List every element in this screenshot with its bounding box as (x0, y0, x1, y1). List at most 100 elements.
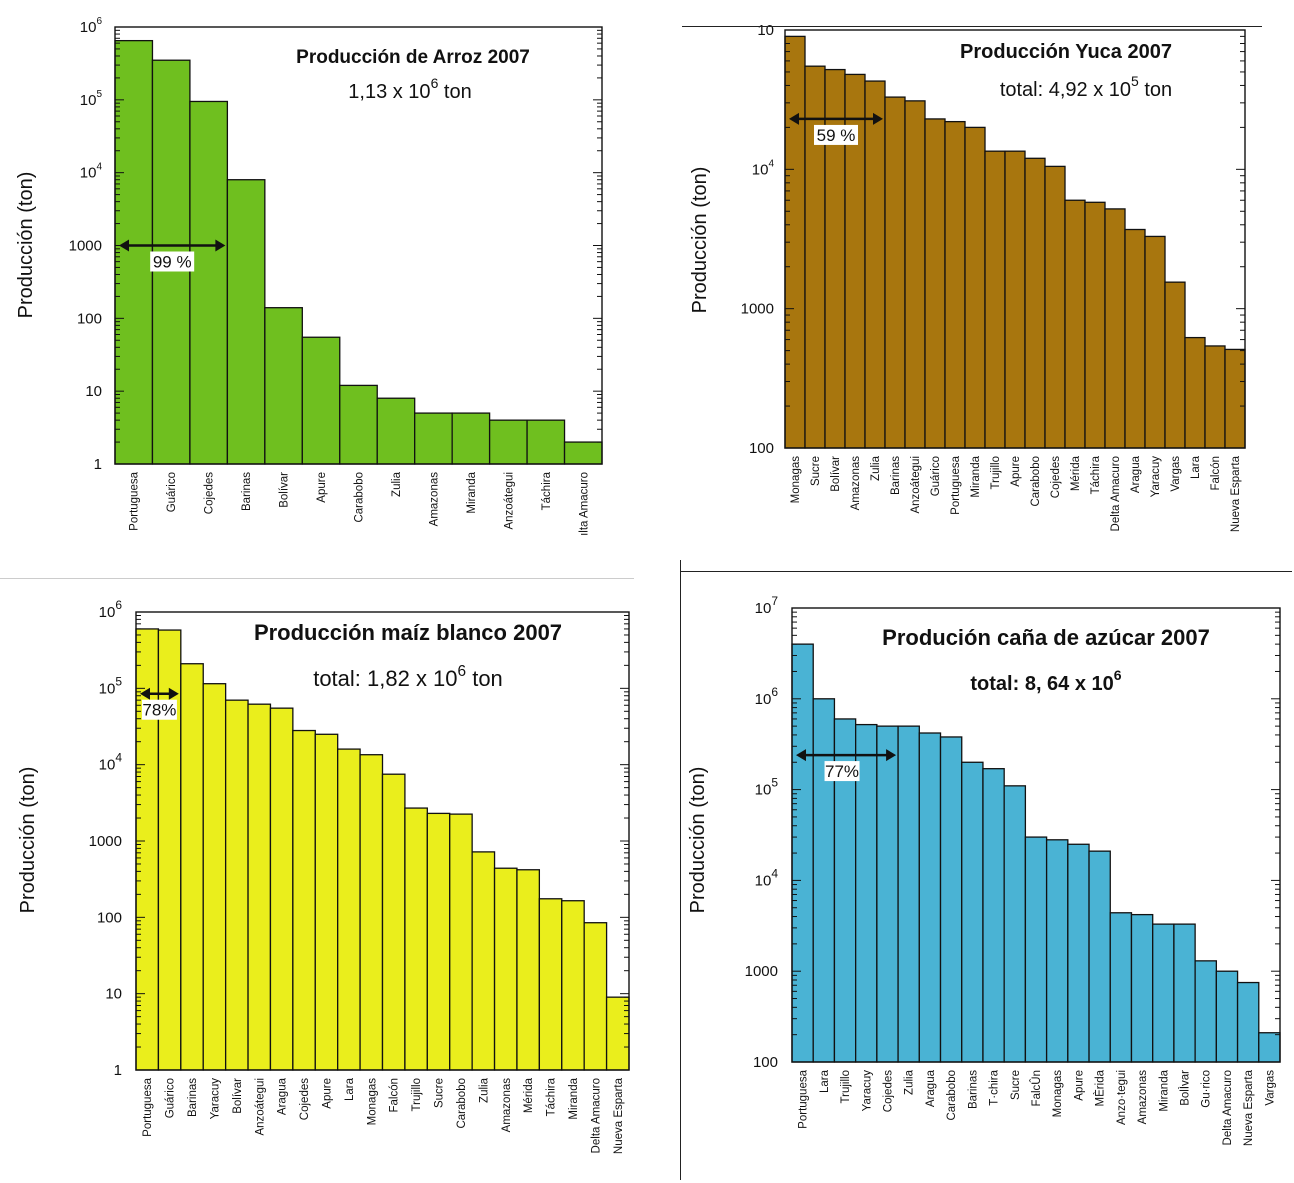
category-label: Amazonas (850, 456, 862, 511)
category-label: Mérida (523, 1077, 535, 1113)
category-label: Gu·rico (1201, 1070, 1213, 1108)
y-tick-label: 104 (80, 162, 103, 182)
category-label: Cojedes (299, 1078, 311, 1120)
bar-Lara (337, 748, 361, 1071)
category-label: Nueva Esparta (1243, 1069, 1255, 1146)
category-label: Vargas (1170, 456, 1182, 492)
category-label: Bolívar (232, 1078, 244, 1114)
category-label: Portuguesa (950, 455, 962, 514)
bar-Sucre (804, 65, 826, 449)
y-tick-label: 105 (80, 89, 103, 109)
category-label: Anzoátegui (910, 456, 922, 514)
bar-Zulia (897, 725, 920, 1063)
y-tick-label: 1000 (69, 238, 102, 255)
bar-Guárico (924, 118, 946, 449)
y-tick-label: 100 (97, 909, 122, 926)
y-tick-label: 104 (755, 866, 779, 889)
bar-Aragua (918, 732, 942, 1063)
category-label: Cojedes (204, 472, 216, 514)
category-label: Anzoátegui (503, 472, 515, 530)
y-axis-label: Producción (ton) (689, 167, 711, 314)
category-label: Barinas (187, 1078, 199, 1117)
bar-Apure (1067, 843, 1090, 1063)
share-label: 77% (825, 762, 859, 781)
divider-horizontal-left (0, 578, 634, 579)
chart-yuca: 100 1000 104 10 Monagas Sucre Bolívar Amazonas Z… (689, 22, 1246, 532)
bar-Barinas (226, 179, 266, 465)
y-tick-label: 100 (753, 1054, 778, 1071)
category-label: Apure (1010, 456, 1022, 487)
share-label: 99 % (153, 253, 192, 272)
bar-Lara (812, 698, 836, 1063)
y-tick-label: 10 (757, 22, 774, 39)
category-label: Cojedes (1050, 456, 1062, 498)
chart-panel-arroz: 1 10 100 1000 104 105 106 Portuguesa Guárico Coje… (0, 0, 640, 570)
y-tick-label: 1000 (741, 301, 774, 318)
bar-Sucre (426, 812, 451, 1071)
category-label: Amazonas (428, 472, 440, 527)
category-label: Portuguesa (129, 471, 141, 530)
category-label: Yaracuy (1150, 456, 1162, 498)
category-label: Barinas (241, 472, 253, 511)
category-label: Apure (1073, 1070, 1085, 1101)
chart-arroz: 1 10 100 1000 104 105 106 Portuguesa Guárico Coje… (15, 16, 603, 536)
bar-Zulia (471, 851, 496, 1071)
bar-Miranda (451, 412, 491, 465)
bar-Miranda (561, 900, 585, 1071)
y-tick-label: 1 (114, 1062, 122, 1079)
category-label: Táchira (546, 1077, 558, 1116)
bar-Anzo·tegui (1109, 912, 1133, 1063)
category-label: Portuguesa (798, 1069, 810, 1128)
bar-Miranda (964, 126, 986, 449)
category-label: Táchira (541, 471, 553, 510)
bar-Carabobo (339, 384, 378, 465)
bar-Amazonas (414, 412, 453, 465)
category-label: Miranda (568, 1077, 580, 1119)
category-label: Táchira (1090, 455, 1102, 494)
category-label: Delta Amacuro (1222, 1070, 1234, 1145)
bar-Lara (1184, 336, 1206, 449)
category-label: Portuguesa (142, 1077, 154, 1136)
category-label: Monagas (366, 1078, 378, 1126)
bar-Sucre (1003, 785, 1027, 1063)
category-label: Mérida (1070, 455, 1082, 491)
bar-Barinas (180, 663, 204, 1071)
bar-Carabobo (1024, 157, 1046, 449)
category-label: Sucre (434, 1078, 446, 1108)
category-label: Zulia (391, 471, 403, 497)
bar-Cojedes (1044, 165, 1066, 449)
divider-vertical-right (680, 560, 681, 1180)
bar-ılta Amacuro (563, 441, 603, 465)
chart-title: Producción maíz blanco 2007 (254, 620, 562, 645)
category-label: Delta Amacuro (1110, 456, 1122, 531)
bar-Carabobo (939, 736, 963, 1063)
category-label: Anzoátegui (254, 1078, 266, 1136)
y-tick-label: 1 (94, 456, 102, 473)
y-tick-label: 100 (749, 440, 774, 457)
chart-total: total: 4,92 x 105 ton (1000, 73, 1172, 101)
category-label: Lara (819, 1069, 831, 1093)
category-label: Aragua (925, 1069, 937, 1107)
plot-frame (784, 29, 1246, 449)
bar-Vargas (1258, 1032, 1281, 1063)
share-label-bg (824, 761, 860, 782)
chart-total: total: 1,82 x 106 ton (313, 663, 503, 691)
category-label: Amazonas (501, 1078, 513, 1133)
category-label: Nueva Esparta (613, 1077, 625, 1154)
category-label: Nueva Esparta (1230, 455, 1242, 532)
y-axis-label: Producción (ton) (15, 172, 37, 319)
category-label: ılta Amacuro (578, 472, 590, 536)
category-label: Bolívar (830, 456, 842, 492)
bar-Aragua (1124, 228, 1146, 449)
category-label: Aragua (277, 1077, 289, 1115)
bar-Cojedes (292, 729, 316, 1071)
bar-Barinas (884, 96, 906, 449)
category-label: Cojedes (883, 1070, 895, 1112)
y-tick-label: 100 (77, 310, 102, 327)
y-tick-label: 104 (752, 158, 775, 178)
category-label: Falcón (389, 1078, 401, 1113)
share-label: 59 % (817, 126, 856, 145)
chart-panel-yuca: 100 1000 104 10 Monagas Sucre Bolívar Amazonas Z… (650, 0, 1294, 570)
bar-Amazonas (1130, 913, 1154, 1063)
y-tick-label: 1000 (89, 833, 122, 850)
